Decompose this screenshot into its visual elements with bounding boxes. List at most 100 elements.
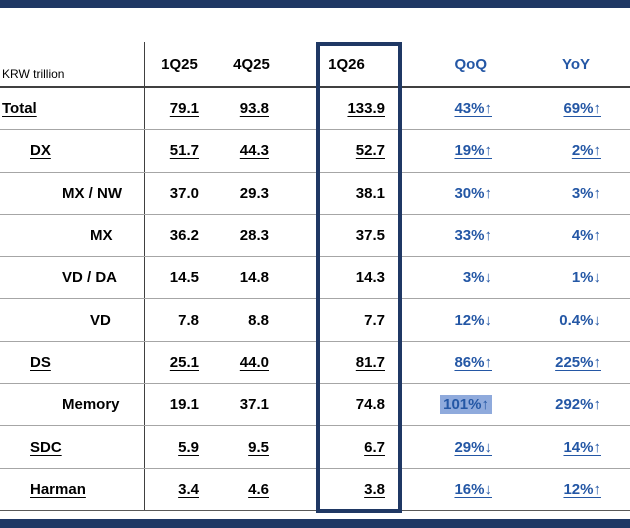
yoy-cell: 225%↑ [507, 342, 630, 383]
yoy-value: 1%↓ [571, 269, 601, 287]
qoq-cell: 86%↑ [404, 342, 507, 383]
value-cell-4q25: 28.3 [214, 215, 289, 256]
qoq-value: 12%↓ [454, 311, 492, 329]
value: 36.2 [169, 227, 199, 245]
yoy-value: 3%↑ [571, 184, 601, 202]
row-label: DX [30, 142, 51, 160]
value: 3.4 [178, 480, 199, 498]
value: 81.7 [355, 353, 385, 371]
column-header-qoq: QoQ [454, 55, 488, 73]
row-label-cell: Total [0, 88, 145, 130]
qoq-value: 3%↓ [462, 269, 492, 287]
qoq-value: 33%↑ [454, 227, 492, 245]
row-label-cell: DS [0, 341, 145, 384]
table-row-dx: DX 51.7 44.3 52.7 19%↑ 2%↑ [0, 130, 630, 173]
value-cell-1q25: 3.4 [145, 469, 214, 510]
value: 79.1 [169, 100, 199, 118]
row-label: MX [90, 227, 113, 245]
value-cell-1q26: 3.8 [289, 469, 404, 510]
value: 52.7 [355, 142, 385, 160]
value: 4.6 [248, 480, 269, 498]
value-cell-1q26: 38.1 [289, 173, 404, 214]
value-cell-1q26: 14.3 [289, 257, 404, 298]
value-cell-1q26: 7.7 [289, 299, 404, 340]
row-label: DS [30, 353, 51, 371]
yoy-cell: 3%↑ [507, 173, 630, 214]
qoq-cell: 3%↓ [404, 257, 507, 298]
qoq-value: 86%↑ [454, 353, 492, 371]
yoy-value: 14%↑ [563, 438, 601, 456]
value: 133.9 [347, 100, 385, 118]
row-label-cell: Memory [0, 384, 145, 426]
results-table: KRW trillion 1Q25 4Q25 1Q26 QoQ YoY Tota… [0, 42, 630, 511]
row-label-cell: MX [0, 214, 145, 257]
yoy-cell: 0.4%↓ [507, 299, 630, 340]
column-header-1q25: 1Q25 [161, 55, 198, 73]
row-label-cell: Harman [0, 468, 145, 510]
value: 3.8 [364, 480, 385, 498]
value-cell-4q25: 44.0 [214, 342, 289, 383]
value-cell-4q25: 9.5 [214, 426, 289, 467]
qoq-cell: 16%↓ [404, 469, 507, 510]
column-header-1q26: 1Q26 [328, 55, 365, 73]
table-header-row: KRW trillion 1Q25 4Q25 1Q26 QoQ YoY [0, 42, 630, 88]
yoy-value: 225%↑ [555, 353, 601, 371]
value-cell-1q26: 74.8 [289, 384, 404, 425]
yoy-value: 12%↑ [563, 480, 601, 498]
value: 25.1 [169, 353, 199, 371]
top-accent-bar [0, 0, 630, 8]
value: 37.0 [169, 184, 199, 202]
unit-label-cell: KRW trillion [0, 42, 145, 86]
value: 51.7 [169, 142, 199, 160]
table-body: Total 79.1 93.8 133.9 43%↑ 69%↑ DX 51.7 44.3 52.7… [0, 88, 630, 511]
value: 8.8 [248, 311, 269, 329]
bottom-accent-bar [0, 519, 630, 528]
column-header-yoy: YoY [561, 55, 590, 73]
value: 44.0 [239, 353, 269, 371]
value: 14.8 [239, 269, 269, 287]
value-cell-4q25: 29.3 [214, 173, 289, 214]
qoq-value: 19%↑ [454, 142, 492, 160]
row-label-cell: SDC [0, 426, 145, 468]
table-row-mx-nw: MX / NW 37.0 29.3 38.1 30%↑ 3%↑ [0, 172, 630, 215]
qoq-cell: 43%↑ [404, 88, 507, 129]
value-cell-1q25: 5.9 [145, 426, 214, 467]
qoq-value: 29%↓ [454, 438, 492, 456]
value: 28.3 [239, 227, 269, 245]
value: 19.1 [169, 396, 199, 414]
yoy-cell: 292%↑ [507, 384, 630, 425]
value: 29.3 [239, 184, 269, 202]
value: 74.8 [355, 396, 385, 414]
value-cell-1q25: 25.1 [145, 342, 214, 383]
value: 5.9 [178, 438, 199, 456]
value: 93.8 [239, 100, 269, 118]
table-row-sdc: SDC 5.9 9.5 6.7 29%↓ 14%↑ [0, 426, 630, 469]
yoy-cell: 1%↓ [507, 257, 630, 298]
value: 9.5 [248, 438, 269, 456]
value: 38.1 [355, 184, 385, 202]
row-label: VD / DA [62, 269, 118, 287]
table-row-vd-da: VD / DA 14.5 14.8 14.3 3%↓ 1%↓ [0, 257, 630, 300]
row-label-cell: VD / DA [0, 257, 145, 299]
value-cell-4q25: 37.1 [214, 384, 289, 425]
value: 7.7 [364, 311, 385, 329]
table-row-harman: Harman 3.4 4.6 3.8 16%↓ 12%↑ [0, 468, 630, 511]
yoy-value: 2%↑ [571, 142, 601, 160]
value: 44.3 [239, 142, 269, 160]
value-cell-1q25: 14.5 [145, 257, 214, 298]
qoq-cell: 33%↑ [404, 215, 507, 256]
value: 6.7 [364, 438, 385, 456]
unit-label: KRW trillion [2, 67, 65, 81]
yoy-cell: 2%↑ [507, 130, 630, 171]
value-cell-4q25: 44.3 [214, 130, 289, 171]
value-cell-1q25: 19.1 [145, 384, 214, 425]
value-cell-1q25: 79.1 [145, 88, 214, 129]
row-label-cell: VD [0, 299, 145, 341]
value-cell-4q25: 14.8 [214, 257, 289, 298]
table-row-mx: MX 36.2 28.3 37.5 33%↑ 4%↑ [0, 214, 630, 258]
value: 14.3 [355, 269, 385, 287]
value: 14.5 [169, 269, 199, 287]
yoy-value: 4%↑ [571, 227, 601, 245]
row-label: Total [2, 100, 37, 118]
row-label-cell: MX / NW [0, 172, 145, 214]
